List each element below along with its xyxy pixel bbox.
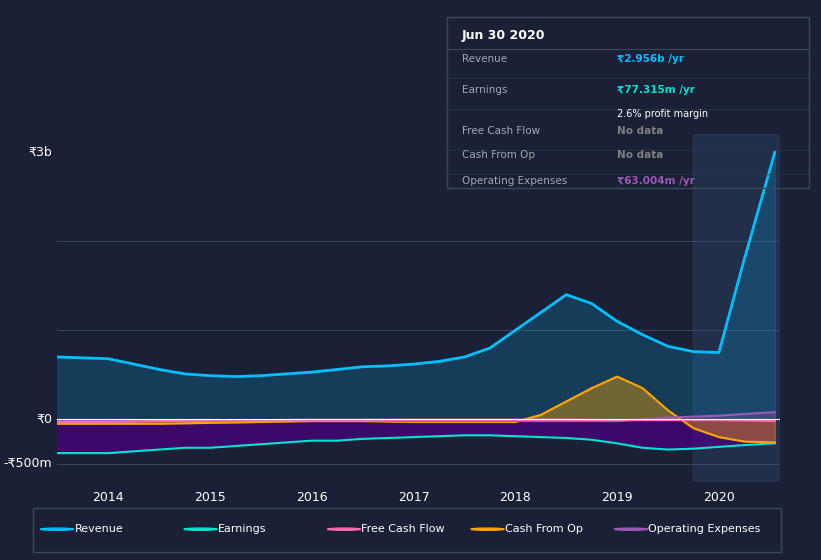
- Circle shape: [328, 528, 360, 530]
- Circle shape: [471, 528, 504, 530]
- Circle shape: [184, 528, 217, 530]
- Text: 2018: 2018: [499, 491, 531, 503]
- Text: Cash From Op: Cash From Op: [462, 150, 535, 160]
- Text: 2014: 2014: [93, 491, 124, 503]
- Text: Jun 30 2020: Jun 30 2020: [462, 29, 545, 42]
- Text: No data: No data: [617, 126, 663, 136]
- Text: No data: No data: [617, 150, 663, 160]
- Text: Free Cash Flow: Free Cash Flow: [361, 524, 445, 534]
- Text: Cash From Op: Cash From Op: [505, 524, 583, 534]
- Text: 2019: 2019: [601, 491, 633, 503]
- Text: Operating Expenses: Operating Expenses: [649, 524, 761, 534]
- Text: ₹63.004m /yr: ₹63.004m /yr: [617, 176, 695, 186]
- Text: Earnings: Earnings: [218, 524, 266, 534]
- Text: Operating Expenses: Operating Expenses: [462, 176, 567, 186]
- Text: ₹2.956b /yr: ₹2.956b /yr: [617, 54, 684, 64]
- Text: Revenue: Revenue: [75, 524, 123, 534]
- Text: ₹77.315m /yr: ₹77.315m /yr: [617, 85, 695, 95]
- Text: -₹500m: -₹500m: [4, 458, 53, 470]
- Text: 2020: 2020: [703, 491, 735, 503]
- Text: Earnings: Earnings: [462, 85, 507, 95]
- Text: ₹3b: ₹3b: [29, 146, 53, 158]
- Text: 2016: 2016: [296, 491, 328, 503]
- Bar: [694, 134, 780, 482]
- Text: 2015: 2015: [195, 491, 226, 503]
- Text: Revenue: Revenue: [462, 54, 507, 64]
- Text: 2.6% profit margin: 2.6% profit margin: [617, 109, 709, 119]
- Circle shape: [40, 528, 74, 530]
- Circle shape: [614, 528, 648, 530]
- Text: 2017: 2017: [397, 491, 429, 503]
- Text: ₹0: ₹0: [36, 413, 53, 426]
- Text: Free Cash Flow: Free Cash Flow: [462, 126, 540, 136]
